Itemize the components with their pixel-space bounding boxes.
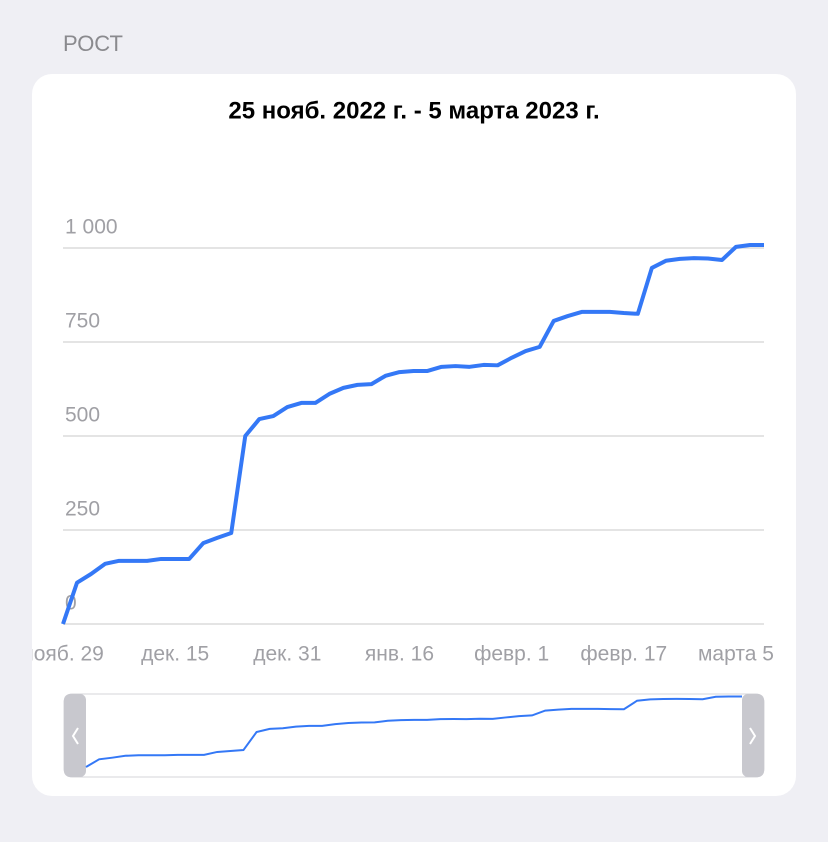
x-tick-label: нояб. 29 <box>22 643 104 666</box>
x-tick-label: марта 5 <box>698 643 774 666</box>
x-tick-label: февр. 17 <box>580 643 667 666</box>
navigator[interactable] <box>63 693 765 778</box>
x-tick-label: февр. 1 <box>474 643 549 666</box>
left-chevron <box>71 727 79 745</box>
x-tick-label: дек. 31 <box>253 643 321 666</box>
x-tick-label: дек. 15 <box>141 643 209 666</box>
navigator-right-handle[interactable] <box>742 694 764 777</box>
navigator-left-handle[interactable] <box>64 694 86 777</box>
y-tick-label: 500 <box>65 404 100 427</box>
plot: 25 нояб. 2022 г. - 5 марта 2023 г. 02505… <box>22 97 774 778</box>
y-tick-label: 250 <box>65 498 100 521</box>
y-tick-label: 750 <box>65 310 100 333</box>
right-chevron <box>749 727 757 745</box>
card <box>32 74 796 796</box>
chart-title: 25 нояб. 2022 г. - 5 марта 2023 г. <box>228 97 599 124</box>
x-tick-label: янв. 16 <box>365 643 434 666</box>
line <box>61 242 764 625</box>
section-header: РОСТ <box>63 31 123 56</box>
navigator-line <box>85 695 742 768</box>
y-tick-label: 1 000 <box>65 216 118 239</box>
